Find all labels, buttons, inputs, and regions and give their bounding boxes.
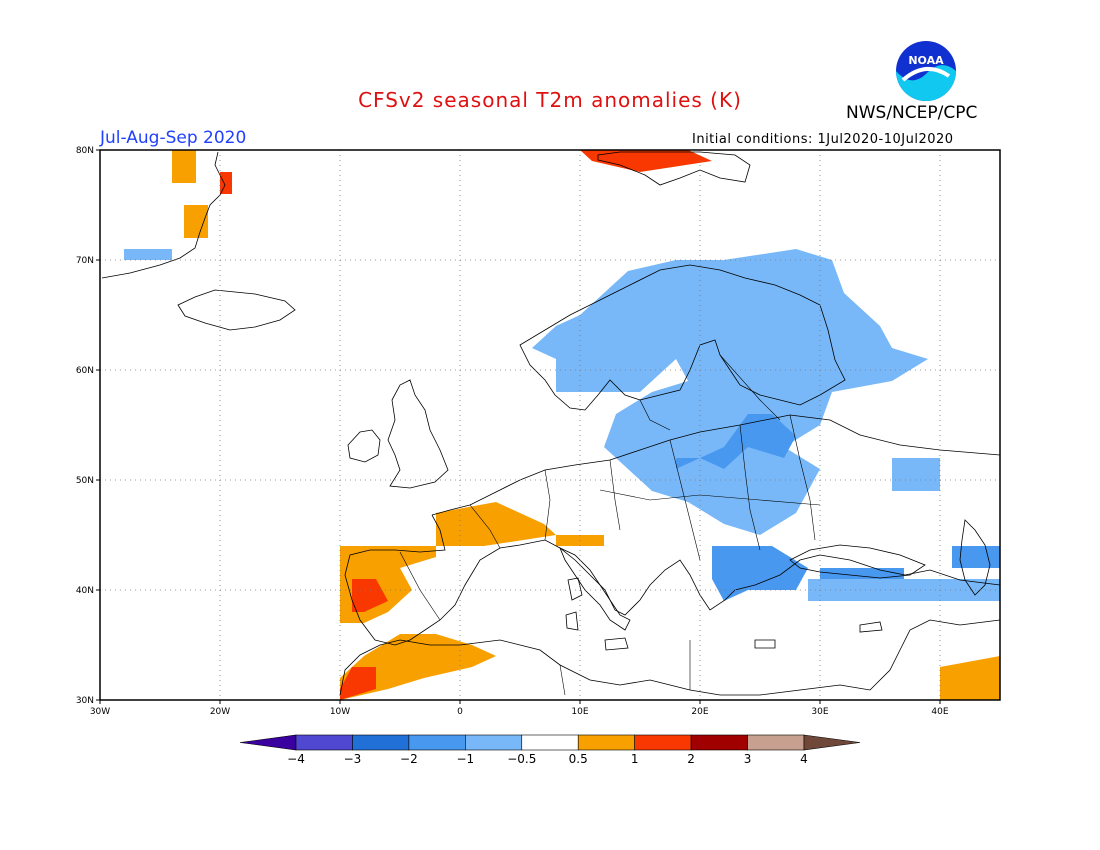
colorbar-label: 0.5 (569, 752, 588, 766)
coastlines (101, 151, 1001, 696)
lon-tick-label: 30E (811, 707, 828, 717)
colorbar-label: −0.5 (507, 752, 536, 766)
colorbar-swatch (295, 734, 353, 751)
lon-tick-label: 40E (931, 707, 948, 717)
colorbar-swatch (747, 734, 805, 751)
colorbar-swatch (634, 734, 692, 751)
colorbar-label: 3 (744, 752, 752, 766)
anomaly-region-15 (352, 579, 388, 612)
noaa-logo-text: NOAA (908, 54, 944, 67)
colorbar-label: −2 (400, 752, 418, 766)
colorbar-label: 1 (631, 752, 639, 766)
graticule (99, 149, 1000, 701)
colorbar-swatch (465, 734, 523, 751)
anomaly-region-1 (892, 458, 940, 491)
lat-tick-label: 80N (76, 146, 94, 156)
anomaly-region-13 (184, 205, 208, 238)
anomaly-region-8 (436, 502, 556, 546)
lat-tick-label: 50N (76, 476, 94, 486)
colorbar-label: −3 (344, 752, 362, 766)
colorbar-swatch (577, 734, 635, 751)
lon-tick-label: 20E (691, 707, 708, 717)
lon-tick-label: 20W (210, 707, 230, 717)
lon-tick-label: 10E (571, 707, 588, 717)
anomaly-regions (124, 150, 1000, 700)
anomaly-region-17 (580, 150, 712, 172)
colorbar: −4 −3 −2 −1 −0.5 0.5 1 2 3 4 (239, 734, 861, 766)
colorbar-swatch (690, 734, 748, 751)
colorbar-swatch (408, 734, 466, 751)
colorbar-label: 4 (800, 752, 808, 766)
colorbar-arrow-low (239, 734, 297, 751)
anomaly-region-14 (940, 656, 1000, 700)
organization-label: NWS/NCEP/CPC (846, 103, 978, 123)
figure-title: CFSv2 seasonal T2m anomalies (K) (358, 88, 742, 112)
initial-conditions: Initial conditions: 1Jul2020-10Jul2020 (692, 132, 954, 147)
anomaly-region-0 (532, 249, 928, 535)
noaa-logo: NOAA (896, 41, 956, 101)
lon-tick-label: 30W (90, 707, 110, 717)
anomaly-region-2 (808, 579, 1000, 601)
colorbar-label: 2 (687, 752, 695, 766)
lat-tick-label: 30N (76, 696, 94, 706)
anomaly-region-3 (124, 249, 172, 260)
colorbar-swatch (352, 734, 410, 751)
anomaly-region-7 (952, 546, 1000, 568)
anomaly-region-12 (172, 150, 196, 183)
axis-ticks: 30W 20W 10W 0 10E 20E 30E 40E 30N 40N 50N 60N 70N 80N (76, 146, 949, 717)
lat-tick-label: 60N (76, 366, 94, 376)
lon-tick-label: 0 (457, 707, 463, 717)
colorbar-arrow-high (803, 734, 861, 751)
colorbar-label: −4 (287, 752, 305, 766)
anomaly-region-16 (340, 667, 376, 700)
lat-tick-label: 40N (76, 586, 94, 596)
colorbar-label: −1 (456, 752, 474, 766)
anomaly-region-4 (676, 414, 796, 469)
lat-tick-label: 70N (76, 256, 94, 266)
anomaly-region-10 (340, 634, 496, 700)
map-frame (99, 149, 1001, 701)
colorbar-swatch (521, 734, 579, 751)
lon-tick-label: 10W (330, 707, 350, 717)
anomaly-region-5 (712, 546, 808, 601)
forecast-period: Jul-Aug-Sep 2020 (100, 128, 247, 148)
